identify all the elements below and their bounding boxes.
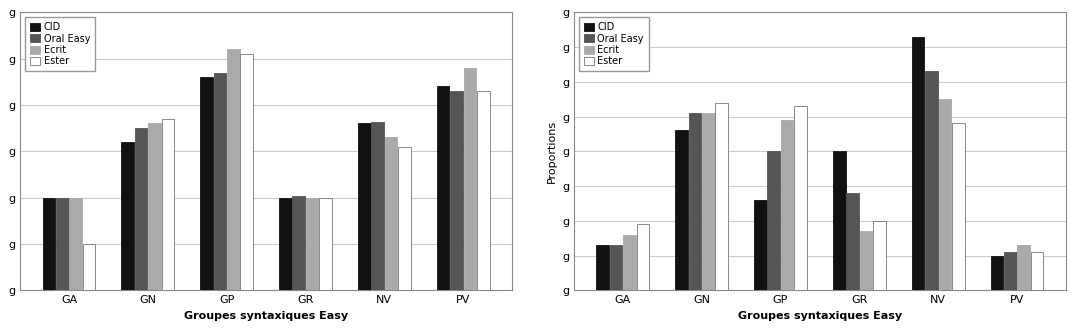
Bar (795, 106, 807, 290)
Bar (768, 151, 780, 290)
Bar (214, 73, 227, 290)
Bar (398, 147, 410, 290)
Bar (688, 113, 701, 290)
X-axis label: Groupes syntaxiques Easy: Groupes syntaxiques Easy (184, 311, 348, 321)
Bar (70, 198, 82, 290)
X-axis label: Groupes syntaxiques Easy: Groupes syntaxiques Easy (738, 311, 902, 321)
Bar (596, 245, 609, 290)
Bar (715, 103, 728, 290)
Bar (846, 193, 859, 290)
Bar (912, 37, 925, 290)
Bar (1004, 252, 1016, 290)
Y-axis label: Proportions: Proportions (547, 120, 556, 183)
Legend: CID, Oral Easy, Ecrit, Ester: CID, Oral Easy, Ecrit, Ester (579, 17, 649, 71)
Bar (1031, 252, 1043, 290)
Bar (56, 198, 69, 290)
Bar (873, 221, 886, 290)
Bar (623, 235, 636, 290)
Bar (241, 54, 253, 290)
Legend: CID, Oral Easy, Ecrit, Ester: CID, Oral Easy, Ecrit, Ester (25, 17, 95, 71)
Bar (384, 138, 397, 290)
Bar (925, 71, 938, 290)
Bar (121, 142, 134, 290)
Bar (450, 91, 463, 290)
Bar (83, 244, 96, 290)
Bar (702, 113, 714, 290)
Bar (43, 198, 55, 290)
Bar (227, 49, 240, 290)
Bar (464, 68, 476, 290)
Bar (162, 119, 174, 290)
Bar (610, 245, 623, 290)
Bar (859, 231, 872, 290)
Bar (437, 87, 449, 290)
Bar (754, 200, 767, 290)
Bar (477, 91, 490, 290)
Bar (358, 123, 371, 290)
Bar (306, 198, 319, 290)
Bar (952, 123, 964, 290)
Bar (990, 256, 1003, 290)
Bar (148, 123, 161, 290)
Bar (637, 224, 650, 290)
Bar (781, 120, 794, 290)
Bar (372, 122, 383, 290)
Bar (135, 128, 147, 290)
Bar (279, 198, 292, 290)
Bar (676, 130, 687, 290)
Bar (319, 198, 332, 290)
Bar (200, 77, 213, 290)
Bar (939, 99, 952, 290)
Bar (833, 151, 845, 290)
Bar (292, 196, 305, 290)
Bar (1017, 245, 1030, 290)
